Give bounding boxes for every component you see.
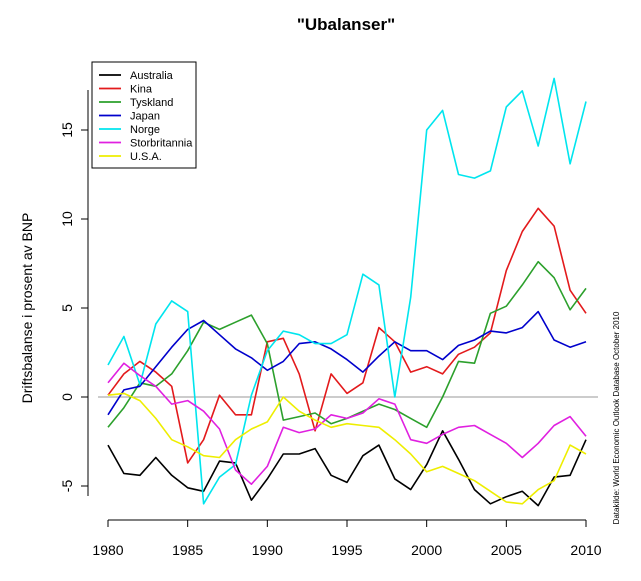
y-tick-label: 15 xyxy=(59,122,75,138)
legend-label: Japan xyxy=(130,111,160,123)
source-note: Datakilde: World Economic Outlook Databa… xyxy=(612,311,621,524)
series-line-storbritannia xyxy=(107,362,587,486)
legend-label: Tyskland xyxy=(130,97,173,109)
x-tick-label: 2005 xyxy=(491,542,522,558)
x-tick-label: 1990 xyxy=(252,542,283,558)
series-line-australia xyxy=(107,429,587,507)
y-ticks: -5 0 5 10 15 xyxy=(59,122,88,492)
legend-label: U.S.A. xyxy=(130,151,162,163)
x-tick-label: 1995 xyxy=(331,542,362,558)
series-line-u-s-a xyxy=(107,392,587,505)
y-tick-label: 10 xyxy=(59,211,75,227)
legend-label: Norge xyxy=(130,124,160,136)
x-tick-label: 1980 xyxy=(92,542,123,558)
x-tick-label: 2000 xyxy=(411,542,442,558)
series-line-norge xyxy=(107,77,587,505)
x-ticks: 1980 1985 1990 1995 2000 2005 2010 xyxy=(92,520,602,558)
x-tick-label: 2010 xyxy=(570,542,601,558)
y-tick-label: 5 xyxy=(59,304,75,312)
legend-label: Storbritannia xyxy=(130,138,193,150)
series-line-japan xyxy=(107,310,587,416)
y-tick-label: -5 xyxy=(59,480,75,493)
series-line-kina xyxy=(107,207,587,464)
y-axis-label: Driftsbalanse i prosent av BNP xyxy=(19,213,35,404)
x-tick-label: 1985 xyxy=(172,542,203,558)
y-tick-label: 0 xyxy=(59,393,75,401)
series-layer xyxy=(107,77,587,507)
legend-label: Kina xyxy=(130,84,153,96)
chart-title: "Ubalanser" xyxy=(297,15,395,34)
legend-label: Australia xyxy=(130,70,174,82)
